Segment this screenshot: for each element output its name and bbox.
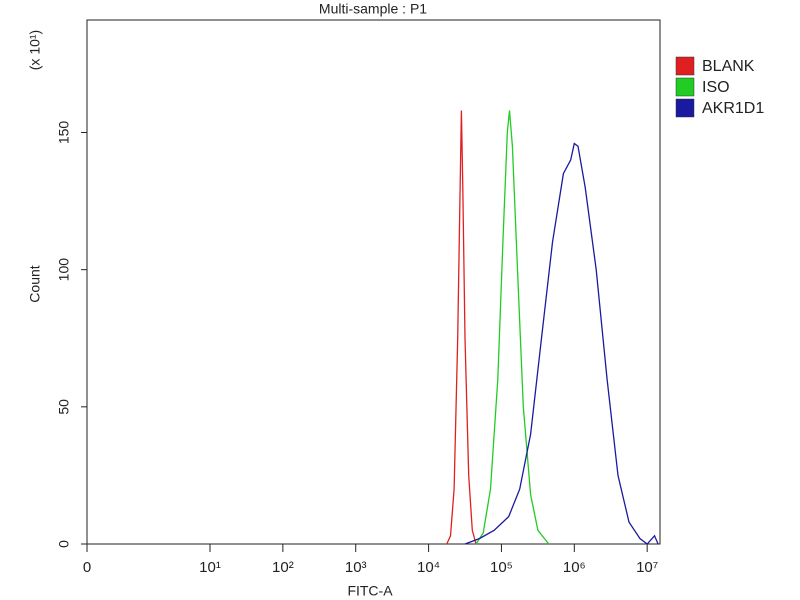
y-axis-label: Count [27, 265, 43, 302]
x-tick-label: 0 [83, 559, 91, 576]
y-tick-label: 150 [56, 121, 72, 145]
legend-label: AKR1D1 [702, 100, 764, 117]
y-tick-label: 100 [56, 258, 72, 282]
x-tick-label: 10³ [345, 559, 367, 576]
y-tick-label: 0 [56, 540, 72, 548]
y-tick-label: 50 [56, 399, 72, 415]
legend-swatch [675, 77, 695, 97]
series-line [464, 142, 659, 545]
x-tick-label: 10⁶ [563, 559, 586, 576]
x-tick-label: 10⁵ [490, 559, 513, 576]
plot-frame [86, 19, 661, 545]
x-tick-label: 10⁷ [636, 559, 658, 576]
x-tick-label: 10² [272, 559, 294, 576]
legend-label: ISO [702, 79, 730, 96]
chart-title: Multi-sample : P1 [319, 1, 427, 17]
legend-label: BLANK [702, 58, 755, 75]
x-tick-label: 10⁴ [417, 559, 440, 576]
y-multiplier: (x 10¹) [27, 30, 43, 70]
legend-swatch [675, 98, 695, 118]
legend-swatch [675, 56, 695, 76]
series-line [475, 110, 550, 545]
series-line [446, 110, 477, 545]
x-axis-label: FITC-A [347, 583, 393, 599]
x-tick-label: 10¹ [199, 559, 221, 576]
